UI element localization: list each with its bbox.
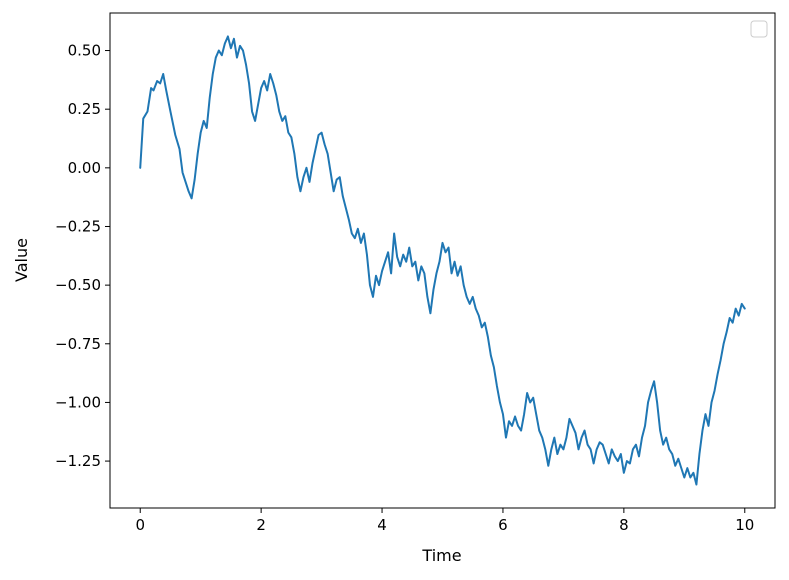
series-group	[139, 35, 746, 486]
y-tick-label: 0.25	[68, 100, 101, 118]
y-tick-label: −0.50	[55, 276, 101, 294]
x-tick-label: 4	[377, 516, 387, 534]
series-line	[139, 35, 746, 486]
x-tick-label: 2	[256, 516, 266, 534]
x-axis: 0 2 4 6 8 10	[135, 508, 754, 534]
y-tick-label: −0.75	[55, 335, 101, 353]
y-tick-label: 0.00	[68, 159, 101, 177]
x-axis-label: Time	[421, 546, 461, 565]
y-axis-label: Value	[12, 238, 31, 282]
x-tick-label: 10	[735, 516, 754, 534]
plot-area	[109, 12, 776, 509]
legend-box	[750, 20, 768, 38]
y-tick-label: −1.25	[55, 452, 101, 470]
x-tick-label: 6	[498, 516, 508, 534]
x-tick-label: 0	[135, 516, 145, 534]
y-axis: 0.50 0.25 0.00 −0.25 −0.50 −0.75 −1.00 −1.25	[55, 42, 110, 470]
y-tick-label: −1.00	[55, 393, 101, 411]
x-tick-label: 8	[619, 516, 629, 534]
y-tick-label: −0.25	[55, 217, 101, 235]
y-tick-label: 0.50	[68, 42, 101, 60]
